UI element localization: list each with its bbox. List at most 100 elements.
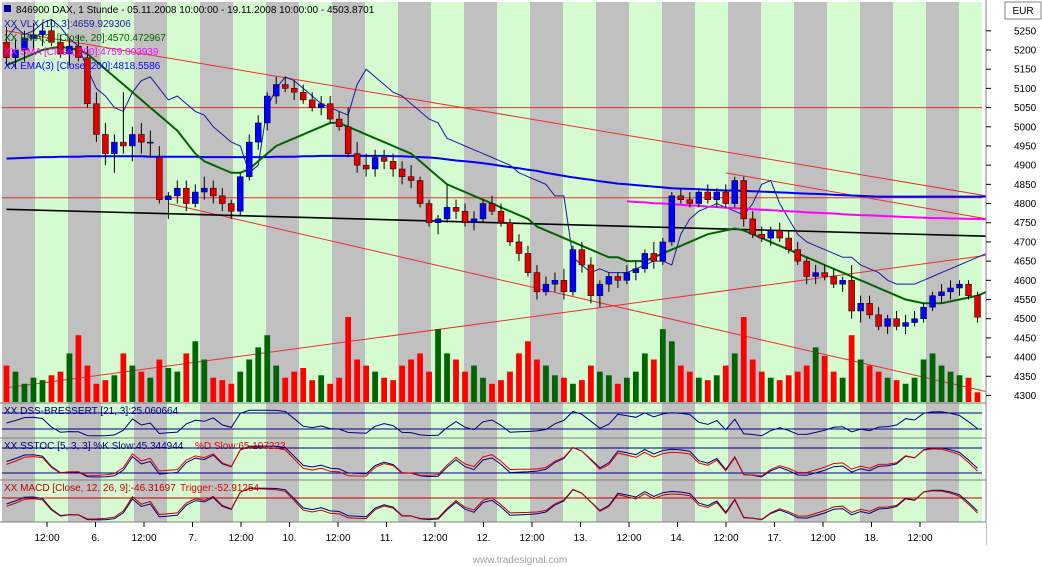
candle-body — [821, 272, 828, 277]
candle-body — [12, 49, 19, 58]
candle-body — [614, 276, 622, 281]
volume-bar — [785, 375, 792, 402]
candle-body — [407, 176, 415, 181]
candle-body — [731, 180, 738, 204]
ema200-line — [6, 154, 987, 198]
candle-body — [668, 195, 676, 243]
session-band — [431, 2, 464, 522]
time-tick-label: 12:00 — [228, 533, 253, 544]
session-band — [2, 2, 35, 522]
candle-body — [965, 283, 972, 296]
session-band — [167, 2, 200, 522]
candle-body — [893, 318, 900, 327]
volume-bar — [39, 380, 46, 402]
volume-bar — [641, 353, 648, 402]
volume-bar — [165, 368, 172, 402]
candle-body — [308, 99, 316, 108]
volume-bar — [21, 383, 28, 402]
candle-body — [974, 295, 981, 318]
volume-bar — [192, 341, 199, 402]
candle-body — [237, 176, 244, 212]
candle-body — [695, 191, 703, 204]
candle-body — [389, 161, 397, 170]
volume-bar — [947, 371, 954, 402]
volume-bar — [111, 375, 118, 402]
price-tick-label: 4450 — [1014, 333, 1037, 344]
volume-bar — [66, 353, 73, 402]
candle-body — [767, 230, 774, 239]
volume-bar — [156, 359, 163, 402]
session-band — [200, 2, 233, 522]
time-tick-label: 12:00 — [131, 533, 156, 544]
volume-bar — [93, 383, 100, 402]
volume-bar — [821, 355, 828, 402]
candle-body — [165, 195, 172, 200]
candles — [3, 19, 981, 335]
volume-bar — [30, 377, 37, 402]
candle-body — [578, 249, 586, 266]
candle-body — [425, 203, 433, 223]
panel-label-2: Trigger:-52.91254 — [180, 483, 260, 494]
volume-bar — [767, 377, 774, 402]
candle-body — [66, 45, 73, 55]
panel-label: XX MACD [Close, 12, 26, 9]:-46.31697 — [4, 483, 176, 494]
time-tick-label: 12:00 — [34, 533, 59, 544]
candle-body — [102, 134, 109, 154]
time-tick-label: 12:00 — [907, 533, 932, 544]
sstoc-k-line — [6, 445, 978, 478]
volume-bar — [704, 380, 711, 402]
volume-bar — [758, 371, 765, 402]
candle-body — [30, 34, 37, 39]
volume-bar — [174, 371, 181, 402]
volume-bar — [291, 371, 298, 402]
candle-body — [533, 272, 541, 293]
volume-bar — [516, 353, 522, 402]
sstoc-d-line — [6, 446, 978, 477]
candle-body — [740, 180, 747, 220]
session-band — [827, 2, 860, 522]
candle-body — [929, 295, 936, 308]
volume-bar — [812, 347, 819, 402]
candle-body — [120, 141, 127, 147]
volume-bar — [228, 383, 235, 402]
volume-bar — [390, 380, 396, 402]
candle-body — [344, 126, 352, 154]
candle-body — [290, 88, 298, 93]
session-band — [860, 2, 893, 522]
candle-body — [57, 42, 64, 55]
candle-body — [228, 203, 235, 212]
volume-bar — [507, 371, 513, 402]
session-band — [35, 2, 68, 522]
price-tick-label: 4550 — [1014, 295, 1037, 306]
volume-bar — [300, 368, 307, 402]
volume-bar — [417, 353, 423, 402]
time-tick-label: 14. — [671, 533, 685, 544]
volume-bar — [444, 353, 450, 402]
session-band — [596, 2, 629, 522]
time-tick-label: 13. — [574, 533, 588, 544]
volume-bar — [534, 359, 540, 402]
candle-body — [84, 57, 91, 104]
candle-body — [677, 195, 685, 200]
volume-bar — [426, 371, 432, 402]
volume-bar — [462, 371, 468, 402]
candle-body — [812, 272, 819, 277]
volume-bar — [606, 375, 612, 402]
candle-body — [749, 218, 756, 235]
volume-bar — [183, 353, 190, 402]
candle-body — [623, 272, 631, 281]
volume-bar — [201, 359, 208, 402]
candle-body — [380, 157, 388, 162]
time-tick-label: 7. — [188, 533, 196, 544]
macd-trigger-line — [6, 487, 978, 520]
price-axis-background — [986, 0, 1042, 567]
volume-bar — [408, 359, 414, 402]
candle-body — [264, 95, 271, 124]
instrument-marker — [4, 5, 11, 12]
sma200-line — [626, 200, 987, 221]
volume-bar — [318, 375, 325, 402]
candle-body — [138, 134, 145, 143]
candle-body — [174, 187, 181, 197]
candle-body — [794, 249, 801, 262]
